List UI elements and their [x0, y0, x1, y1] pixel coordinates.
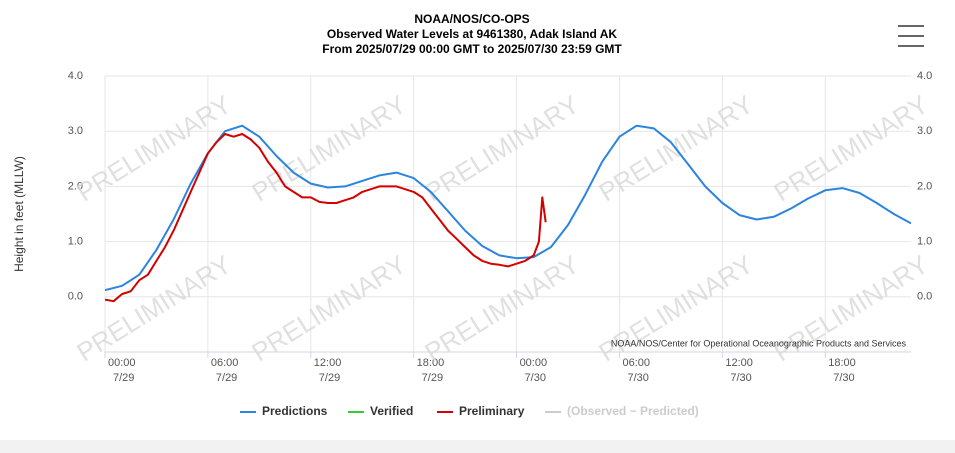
y-tick-label: 2.0	[68, 180, 83, 192]
x-tick-date: 7/30	[730, 372, 751, 384]
y2-tick-label: 3.0	[917, 125, 932, 137]
x-tick-date: 7/29	[422, 372, 443, 384]
y2-tick-label: 1.0	[917, 236, 932, 248]
watermark: PRELIMINARY	[246, 249, 411, 368]
legend-item[interactable]: Predictions	[240, 404, 328, 418]
legend-item[interactable]: Verified	[348, 404, 413, 418]
watermark: PRELIMINARY	[593, 249, 758, 368]
x-tick-label: 12:00	[725, 357, 753, 369]
x-tick-label: 00:00	[520, 357, 548, 369]
x-tick-date: 7/30	[525, 372, 546, 384]
chart-title: Observed Water Levels at 9461380, Adak I…	[327, 27, 617, 41]
legend-label: (Observed − Predicted)	[567, 404, 699, 418]
x-tick-label: 18:00	[828, 357, 856, 369]
y-tick-label: 0.0	[68, 291, 83, 303]
menu-bar	[898, 35, 924, 37]
x-tick-date: 7/30	[833, 372, 854, 384]
legend-label: Preliminary	[459, 404, 525, 418]
chart-title: From 2025/07/29 00:00 GMT to 2025/07/30 …	[322, 42, 622, 56]
legend-label: Verified	[370, 404, 413, 418]
legend-item[interactable]: Preliminary	[437, 404, 525, 418]
y-tick-label: 3.0	[68, 125, 83, 137]
y2-tick-label: 0.0	[917, 291, 932, 303]
watermark: PRELIMINARY	[246, 89, 411, 208]
x-tick-label: 06:00	[211, 357, 239, 369]
y-tick-label: 1.0	[68, 236, 83, 248]
y2-tick-label: 2.0	[917, 180, 932, 192]
x-tick-date: 7/29	[216, 372, 237, 384]
x-tick-date: 7/29	[319, 372, 340, 384]
y2-tick-label: 4.0	[917, 70, 932, 82]
y-tick-label: 4.0	[68, 70, 83, 82]
legend-item[interactable]: (Observed − Predicted)	[545, 404, 699, 418]
legend-label: Predictions	[262, 404, 328, 418]
y-axis-title: Height in feet (MLLW)	[12, 156, 26, 272]
x-tick-date: 7/29	[113, 372, 134, 384]
x-tick-label: 18:00	[417, 357, 445, 369]
x-tick-label: 00:00	[108, 357, 136, 369]
watermark: PRELIMINARY	[768, 249, 933, 368]
menu-bar	[898, 25, 924, 27]
footer-strip	[0, 440, 955, 453]
x-tick-date: 7/30	[627, 372, 648, 384]
watermark: PRELIMINARY	[419, 249, 584, 368]
series-line	[105, 133, 547, 303]
x-tick-label: 06:00	[622, 357, 650, 369]
x-tick-label: 12:00	[314, 357, 342, 369]
credits: NOAA/NOS/Center for Operational Oceanogr…	[611, 338, 907, 348]
series-line	[105, 124, 911, 292]
watermark: PRELIMINARY	[419, 89, 584, 208]
chart-title: NOAA/NOS/CO-OPS	[414, 12, 529, 26]
menu-bar	[898, 45, 924, 47]
menu-button[interactable]	[898, 25, 924, 47]
